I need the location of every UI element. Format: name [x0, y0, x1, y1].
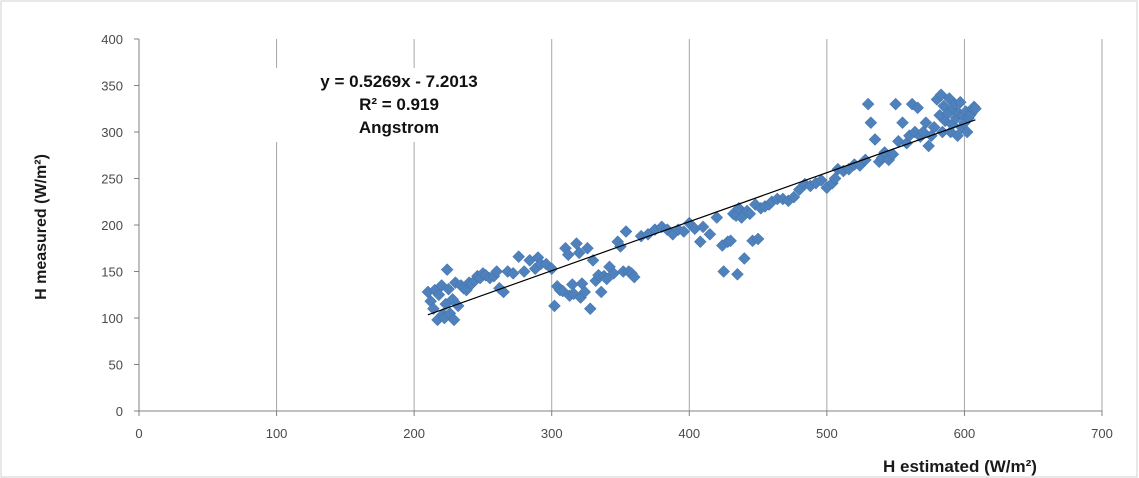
x-tick-label: 200 — [403, 426, 425, 441]
x-tick-label: 600 — [954, 426, 976, 441]
y-tick-label: 350 — [101, 79, 123, 94]
x-tick-label: 500 — [816, 426, 838, 441]
data-point — [861, 97, 875, 111]
y-tick-label: 250 — [101, 172, 123, 187]
data-point — [440, 263, 454, 276]
x-tick-label: 300 — [541, 426, 563, 441]
data-point — [951, 129, 964, 143]
data-points — [421, 88, 982, 327]
data-point — [627, 270, 641, 284]
model-name-text: Angstrom — [359, 118, 439, 137]
data-point — [724, 234, 737, 248]
data-point — [561, 248, 575, 262]
data-point — [751, 232, 765, 246]
data-point — [600, 272, 614, 286]
data-point — [703, 227, 717, 241]
equation-background — [268, 68, 530, 142]
data-point — [815, 174, 828, 187]
data-point — [572, 246, 586, 260]
data-point — [506, 267, 520, 280]
y-tick-labels: 0 50 100 150 200 250 300 350 400 — [101, 32, 123, 419]
x-tick-labels: 0 100 200 300 400 500 600 700 — [135, 426, 1112, 441]
data-point — [578, 285, 592, 299]
x-tick-label: 400 — [678, 426, 700, 441]
data-point — [677, 225, 691, 238]
x-tick-label: 0 — [135, 426, 142, 441]
data-point — [922, 139, 936, 153]
data-point — [886, 147, 900, 161]
data-point — [737, 252, 751, 265]
data-point — [731, 267, 744, 281]
data-point — [548, 299, 561, 313]
data-point — [787, 190, 801, 204]
data-point — [710, 211, 724, 224]
y-tick-label: 50 — [109, 358, 123, 373]
y-tick-label: 200 — [101, 218, 123, 233]
data-point — [594, 285, 608, 299]
y-tick-label: 100 — [101, 311, 123, 326]
data-point — [953, 95, 967, 109]
data-point — [432, 288, 446, 302]
axes — [134, 38, 1103, 416]
data-point — [864, 116, 878, 130]
r-squared-text: R² = 0.919 — [359, 95, 439, 114]
data-point — [927, 120, 941, 134]
data-point — [919, 116, 933, 130]
data-point — [490, 265, 504, 278]
x-tick-label: 700 — [1091, 426, 1113, 441]
data-point — [896, 116, 909, 130]
data-point — [512, 250, 526, 263]
y-tick-label: 0 — [116, 404, 123, 419]
data-point — [960, 125, 974, 139]
x-tick-label: 100 — [266, 426, 288, 441]
x-axis-title: H estimated (W/m²) — [883, 457, 1037, 476]
trendline-group — [427, 119, 976, 316]
equation-text: y = 0.5269x - 7.2013 — [320, 72, 477, 91]
data-point — [442, 282, 455, 296]
data-point — [696, 220, 710, 234]
data-point — [868, 133, 882, 146]
y-tick-label: 400 — [101, 32, 123, 47]
data-point — [969, 102, 982, 116]
trendline — [427, 119, 976, 316]
y-axis-title: H measured (W/m²) — [33, 154, 50, 300]
y-tick-label: 300 — [101, 125, 123, 140]
data-point — [581, 241, 594, 255]
data-point — [717, 265, 731, 278]
data-point — [447, 313, 461, 327]
data-point — [828, 172, 842, 185]
data-point — [619, 225, 633, 238]
data-point — [693, 235, 707, 249]
data-point — [583, 302, 597, 316]
data-point — [911, 101, 925, 115]
equation-box: y = 0.5269x - 7.2013 R² = 0.919 Angstrom — [268, 68, 530, 142]
data-point — [517, 265, 531, 278]
data-point — [889, 97, 902, 111]
y-tick-label: 150 — [101, 265, 123, 280]
data-point — [743, 207, 757, 221]
